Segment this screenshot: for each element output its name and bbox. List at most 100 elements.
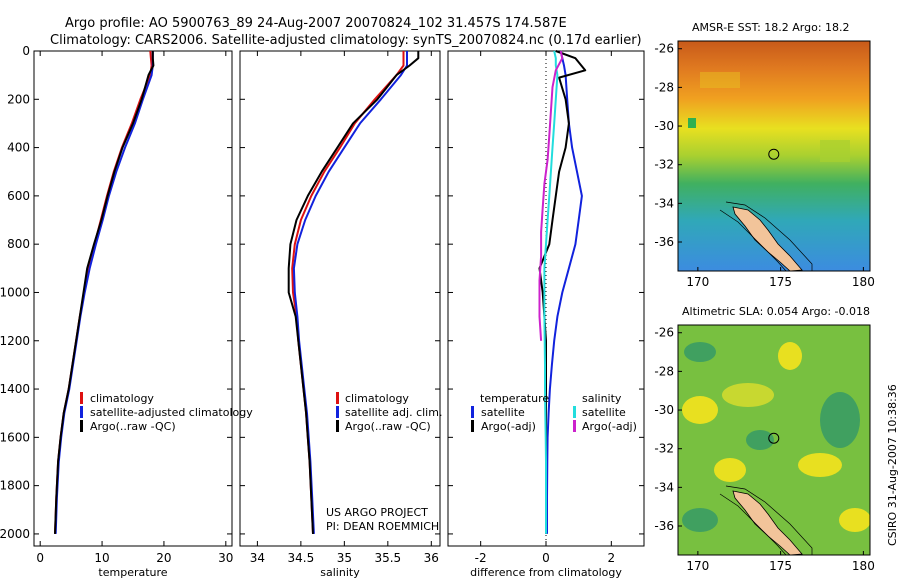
legend-label-temp-satellite: satellite [481, 406, 525, 419]
map-x-tick-label: 180 [852, 275, 875, 289]
argo-float-marker [768, 432, 780, 444]
coast-contour [719, 485, 813, 555]
sla-blob [714, 458, 746, 482]
y-tick-label: 1200 [0, 334, 30, 348]
temperature-chart: 0 10 20 30 temperature 0 200 400 600 800 1000 1200 1… [0, 44, 233, 579]
legend-swatch-temp-satellite [471, 406, 474, 418]
x-tick-label: 34.5 [288, 551, 315, 565]
y-tick-label: 600 [7, 189, 30, 203]
sla-map-frame [677, 324, 871, 556]
series-line-satellite-adjusted-climatology [54, 51, 154, 534]
legend-group-salinity: salinity [582, 392, 622, 405]
sla-blob [778, 342, 802, 370]
map-y-tick-label: -30 [654, 119, 674, 133]
legend-swatch-climatology [80, 392, 83, 404]
series-line-argo-raw-qc [54, 51, 155, 534]
x-tick-label: -2 [475, 551, 487, 565]
map-x-tick-label: 175 [769, 275, 792, 289]
project-credit-line-2: PI: DEAN ROEMMICH [326, 520, 439, 533]
sla-heatmap [678, 325, 870, 555]
y-tick-label: 400 [7, 141, 30, 155]
sla-blob [746, 430, 774, 450]
series-line-salinity-argo-adj [538, 50, 564, 341]
difference-legend: temperature salinity satellite Argo(-adj… [471, 392, 637, 433]
sst-patch [820, 140, 850, 162]
temperature-legend: climatology satellite-adjusted climatolo… [80, 392, 253, 433]
map-y-tick-label: -32 [654, 442, 674, 456]
sst-heatmap [678, 41, 870, 271]
y-tick-label: 1400 [0, 382, 30, 396]
x-tick-label: 35.5 [374, 551, 401, 565]
legend-label-satellite-adj: satellite adj. clim. [345, 406, 442, 419]
sst-map-title: AMSR-E SST: 18.2 Argo: 18.2 [692, 21, 850, 34]
sla-blob [684, 342, 716, 362]
project-credit-line-1: US ARGO PROJECT [326, 506, 428, 519]
x-tick-label: 0 [542, 551, 550, 565]
sla-blob [682, 508, 718, 532]
x-tick-label: 20 [156, 551, 171, 565]
sst-patch [700, 72, 740, 88]
sst-map-frame [677, 40, 871, 272]
y-tick-label: 0 [22, 44, 30, 58]
x-axis-label: temperature [98, 566, 167, 579]
legend-swatch-sal-satellite [573, 406, 576, 418]
sla-blob [682, 396, 718, 424]
legend-swatch-satellite-adjusted [80, 406, 83, 418]
legend-label-sal-satellite: satellite [582, 406, 626, 419]
x-tick-label: 10 [94, 551, 109, 565]
legend-swatch-argo [336, 420, 339, 432]
x-tick-label: 2 [608, 551, 616, 565]
sla-blob [798, 453, 842, 477]
sla-map-axes: 170 175 180 -26 -28 -30 -32 -34 -36 [654, 326, 874, 573]
legend-swatch-climatology [336, 392, 339, 404]
series-line-climatology [54, 50, 153, 534]
y-tick-label: 1600 [0, 430, 30, 444]
series-line-satellite-adj-clim [292, 51, 408, 534]
map-y-tick-label: -34 [654, 196, 674, 210]
map-y-tick-label: -28 [654, 80, 674, 94]
y-tick-label: 200 [7, 92, 30, 106]
sla-map-title: Altimetric SLA: 0.054 Argo: -0.018 [682, 305, 870, 318]
legend-label-temp-argo: Argo(-adj) [481, 420, 536, 433]
series-line-argo-raw-qc [287, 51, 420, 534]
sla-blob [820, 392, 860, 448]
legend-label-satellite-adjusted: satellite-adjusted climatology [90, 406, 253, 419]
series-line-temperature-satellite [546, 50, 583, 534]
map-x-tick-label: 170 [686, 559, 709, 573]
map-y-tick-label: -30 [654, 403, 674, 417]
map-y-tick-label: -34 [654, 480, 674, 494]
figure-title-line-1: Argo profile: AO 5900763_89 24-Aug-2007 … [65, 16, 567, 31]
legend-label-climatology: climatology [345, 392, 409, 405]
legend-group-temperature: temperature [480, 392, 549, 405]
map-y-tick-label: -36 [654, 235, 674, 249]
salinity-chart: 34 34.5 35 35.5 36 salinity [240, 50, 440, 579]
temperature-axes [33, 50, 233, 547]
map-y-tick-label: -28 [654, 364, 674, 378]
legend-label-sal-argo: Argo(-adj) [582, 420, 637, 433]
map-x-tick-label: 180 [852, 559, 875, 573]
y-tick-label: 2000 [0, 527, 30, 541]
y-tick-label: 800 [7, 237, 30, 251]
map-y-tick-label: -36 [654, 519, 674, 533]
map-y-tick-label: -26 [654, 326, 674, 340]
salinity-legend: climatology satellite adj. clim. Argo(..… [336, 392, 442, 433]
legend-swatch-argo [80, 420, 83, 432]
map-y-tick-label: -26 [654, 42, 674, 56]
map-x-tick-label: 170 [686, 275, 709, 289]
side-timestamp-label: CSIRO 31-Aug-2007 10:38:36 [886, 384, 899, 546]
map-x-tick-label: 175 [769, 559, 792, 573]
argo-float-marker [768, 148, 780, 160]
y-tick-label: 1800 [0, 479, 30, 493]
legend-swatch-satellite-adj [336, 406, 339, 418]
sla-blob [839, 508, 870, 532]
series-line-salinity-satellite [543, 50, 559, 534]
salinity-axes [239, 50, 441, 547]
figure-title-line-2: Climatology: CARS2006. Satellite-adjuste… [50, 33, 642, 48]
sst-map-axes: 170 175 180 -26 -28 -30 -32 -34 -36 [654, 42, 874, 289]
legend-swatch-sal-argo [573, 420, 576, 432]
x-axis-label: salinity [320, 566, 360, 579]
sla-blob [722, 383, 774, 407]
x-tick-label: 30 [218, 551, 233, 565]
